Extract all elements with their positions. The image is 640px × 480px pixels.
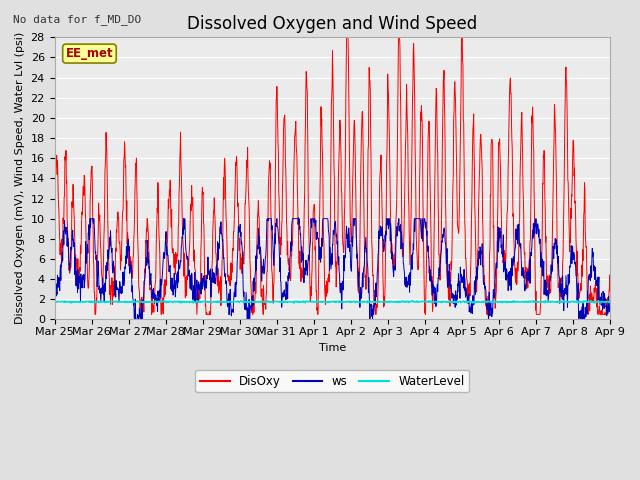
DisOxy: [116, 267, 124, 273]
DisOxy: [51, 199, 58, 205]
DisOxy: [94, 243, 102, 249]
Legend: DisOxy, ws, WaterLevel: DisOxy, ws, WaterLevel: [195, 370, 469, 393]
ws: [367, 302, 375, 308]
WaterLevel: [367, 299, 375, 304]
ws: [51, 290, 58, 296]
WaterLevel: [290, 300, 298, 306]
WaterLevel: [51, 298, 58, 304]
Title: Dissolved Oxygen and Wind Speed: Dissolved Oxygen and Wind Speed: [187, 15, 477, 33]
WaterLevel: [286, 299, 294, 304]
DisOxy: [367, 194, 375, 200]
ws: [86, 216, 94, 222]
ws: [94, 268, 102, 274]
DisOxy: [606, 288, 614, 294]
X-axis label: Time: Time: [319, 343, 346, 353]
WaterLevel: [298, 299, 306, 305]
WaterLevel: [308, 299, 316, 305]
WaterLevel: [408, 298, 416, 303]
DisOxy: [91, 312, 99, 317]
Line: DisOxy: DisOxy: [54, 37, 610, 314]
Line: ws: ws: [54, 219, 610, 319]
Text: No data for f_MD_DO: No data for f_MD_DO: [13, 14, 141, 25]
Text: EE_met: EE_met: [66, 47, 113, 60]
DisOxy: [287, 278, 294, 284]
ws: [287, 239, 295, 245]
Y-axis label: Dissolved Oxygen (mV), Wind Speed, Water Lvl (psi): Dissolved Oxygen (mV), Wind Speed, Water…: [15, 32, 25, 324]
ws: [131, 316, 139, 322]
DisOxy: [298, 271, 306, 277]
ws: [308, 216, 316, 222]
DisOxy: [308, 265, 316, 271]
ws: [606, 300, 614, 306]
DisOxy: [343, 35, 351, 40]
WaterLevel: [606, 299, 614, 305]
ws: [299, 249, 307, 255]
WaterLevel: [93, 300, 101, 305]
WaterLevel: [116, 299, 124, 305]
Line: WaterLevel: WaterLevel: [54, 300, 610, 303]
ws: [116, 290, 124, 296]
